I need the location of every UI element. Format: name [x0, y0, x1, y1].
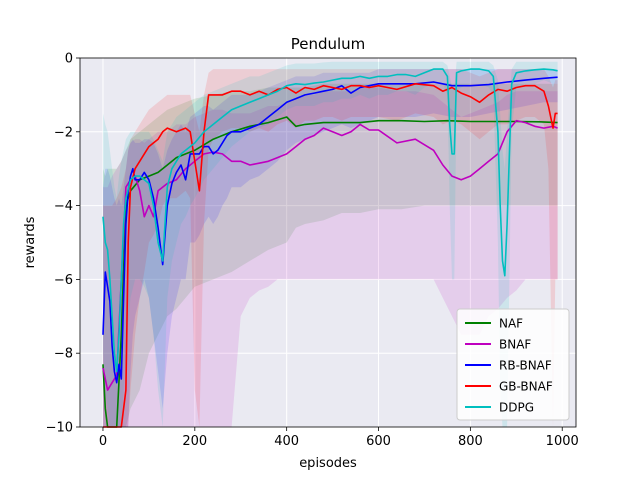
x-tick-label: 400	[274, 434, 299, 449]
legend-label: GB-BNAF	[499, 380, 553, 394]
y-tick-label: −4	[54, 199, 73, 214]
line-naf	[102, 116, 558, 428]
x-axis-ticks: 0 200 400 600 800 1000	[99, 427, 579, 449]
y-tick-label: −6	[54, 273, 73, 288]
y-tick-label: −8	[54, 347, 73, 362]
chart-title: Pendulum	[291, 35, 366, 53]
band-gb-bnaf	[103, 69, 558, 427]
legend: NAF BNAF RB-BNAF GB-BNAF DDPG	[456, 308, 570, 421]
x-tick-label: 600	[366, 434, 391, 449]
line-ddpg	[102, 68, 558, 373]
x-axis-label: episodes	[299, 456, 357, 471]
line-gb-bnaf	[103, 83, 558, 428]
y-tick-label: −2	[54, 125, 73, 140]
band-rb-bnaf	[103, 69, 558, 427]
x-tick-label: 0	[99, 434, 107, 449]
legend-box	[456, 308, 570, 421]
legend-label: BNAF	[499, 338, 531, 352]
legend-label: RB-BNAF	[499, 359, 552, 373]
y-tick-label: 0	[65, 52, 73, 67]
line-rb-bnaf	[102, 76, 558, 384]
band-bnaf	[103, 87, 558, 427]
y-axis-label: rewards	[23, 216, 38, 268]
plot-frame	[79, 57, 577, 428]
y-axis-ticks: −10 −8 −6 −4 −2 0	[46, 52, 80, 436]
x-tick-label: 200	[182, 434, 207, 449]
series-lines	[102, 68, 558, 428]
y-tick-label: −10	[46, 421, 73, 436]
x-tick-label: 1000	[546, 434, 579, 449]
band-naf	[103, 83, 558, 428]
line-bnaf	[102, 119, 558, 391]
legend-label: NAF	[499, 317, 523, 331]
x-tick-label: 800	[458, 434, 483, 449]
legend-label: DDPG	[499, 401, 534, 415]
